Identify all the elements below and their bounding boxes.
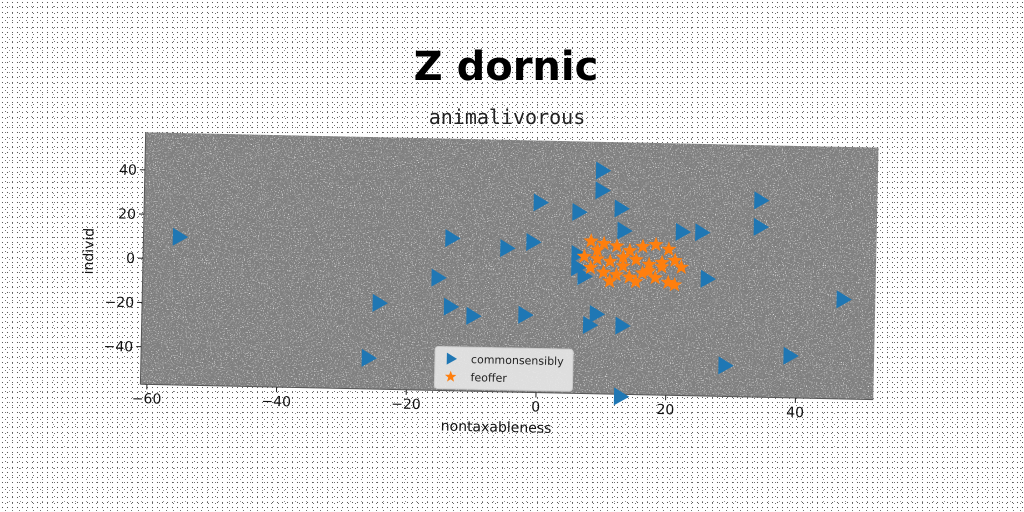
data-point-feoffer <box>660 274 676 290</box>
data-point-commonsensibly <box>372 293 388 312</box>
data-point-commonsensibly <box>431 268 447 287</box>
y-tick-label: 0 <box>126 251 135 267</box>
data-point-feoffer <box>608 266 624 282</box>
data-point-feoffer <box>602 253 618 268</box>
data-point-feoffer <box>615 249 631 264</box>
legend-marker-feoffer <box>444 370 457 382</box>
x-tick-label: −20 <box>391 397 421 414</box>
data-point-feoffer <box>595 264 612 279</box>
data-point-feoffer <box>615 258 631 273</box>
data-point-feoffer <box>602 273 618 288</box>
data-point-commonsensibly <box>445 229 461 248</box>
data-point-feoffer <box>673 259 690 274</box>
data-point-feoffer <box>666 276 683 292</box>
x-tick-label: 20 <box>656 402 674 418</box>
data-point-feoffer <box>641 263 657 278</box>
legend-label: commonsensibly <box>471 353 564 368</box>
data-point-commonsensibly <box>526 232 542 251</box>
data-point-commonsensibly <box>571 258 587 277</box>
chart-title: Z dornic <box>414 44 599 90</box>
legend-marker-commonsensibly <box>446 352 458 365</box>
data-point-feoffer <box>654 258 670 274</box>
data-point-feoffer <box>609 238 625 253</box>
data-point-commonsensibly <box>695 223 711 242</box>
x-tick-label: −40 <box>261 394 291 411</box>
data-point-feoffer <box>661 241 677 256</box>
data-point-commonsensibly <box>614 199 630 218</box>
chart-subtitle: animalivorous <box>429 105 586 129</box>
data-point-commonsensibly <box>613 387 630 406</box>
data-point-feoffer <box>635 238 651 254</box>
data-point-commonsensibly <box>500 239 516 258</box>
data-point-commonsensibly <box>675 222 692 241</box>
data-point-commonsensibly <box>700 269 717 288</box>
data-point-commonsensibly <box>783 346 799 365</box>
x-tick-label: 0 <box>531 399 540 415</box>
data-point-commonsensibly <box>615 316 631 335</box>
data-point-feoffer <box>589 242 606 257</box>
y-tick-label: 20 <box>118 207 136 223</box>
x-tick-label: 40 <box>786 405 804 421</box>
data-point-commonsensibly <box>582 315 599 334</box>
data-point-feoffer <box>667 252 683 268</box>
data-point-commonsensibly <box>572 202 588 221</box>
data-point-feoffer <box>589 250 605 266</box>
y-tick-label: 40 <box>119 162 137 178</box>
data-point-commonsensibly <box>361 348 378 367</box>
data-point-commonsensibly <box>836 290 852 309</box>
data-point-feoffer <box>634 265 650 280</box>
y-axis-label: individ <box>81 228 98 275</box>
data-point-commonsensibly <box>718 356 734 375</box>
data-point-commonsensibly <box>466 306 482 325</box>
data-point-feoffer <box>648 236 664 252</box>
data-point-feoffer <box>622 242 638 258</box>
data-point-commonsensibly <box>518 305 534 324</box>
data-point-feoffer <box>576 248 592 264</box>
data-point-feoffer <box>596 235 612 251</box>
data-point-commonsensibly <box>595 181 611 200</box>
data-point-commonsensibly <box>443 297 460 316</box>
data-point-feoffer <box>628 251 644 267</box>
data-point-commonsensibly <box>589 305 606 324</box>
data-point-commonsensibly <box>172 227 189 246</box>
data-point-commonsensibly <box>577 267 593 286</box>
data-point-commonsensibly <box>753 217 770 236</box>
data-point-feoffer <box>647 269 663 285</box>
data-point-commonsensibly <box>754 191 770 210</box>
data-point-feoffer <box>621 269 637 284</box>
legend-label: feoffer <box>470 371 507 385</box>
data-point-feoffer <box>628 273 644 289</box>
data-point-feoffer <box>582 259 599 275</box>
data-point-commonsensibly <box>533 193 549 212</box>
x-axis-label: nontaxableness <box>441 419 552 437</box>
data-point-commonsensibly <box>617 221 633 240</box>
legend-box <box>433 345 574 392</box>
data-point-feoffer <box>583 233 599 248</box>
x-axis-line <box>140 383 874 401</box>
data-point-commonsensibly <box>595 161 612 180</box>
x-tick-label: −60 <box>132 391 162 408</box>
y-tick-label: −40 <box>103 339 133 356</box>
y-tick-label: −20 <box>104 295 134 312</box>
